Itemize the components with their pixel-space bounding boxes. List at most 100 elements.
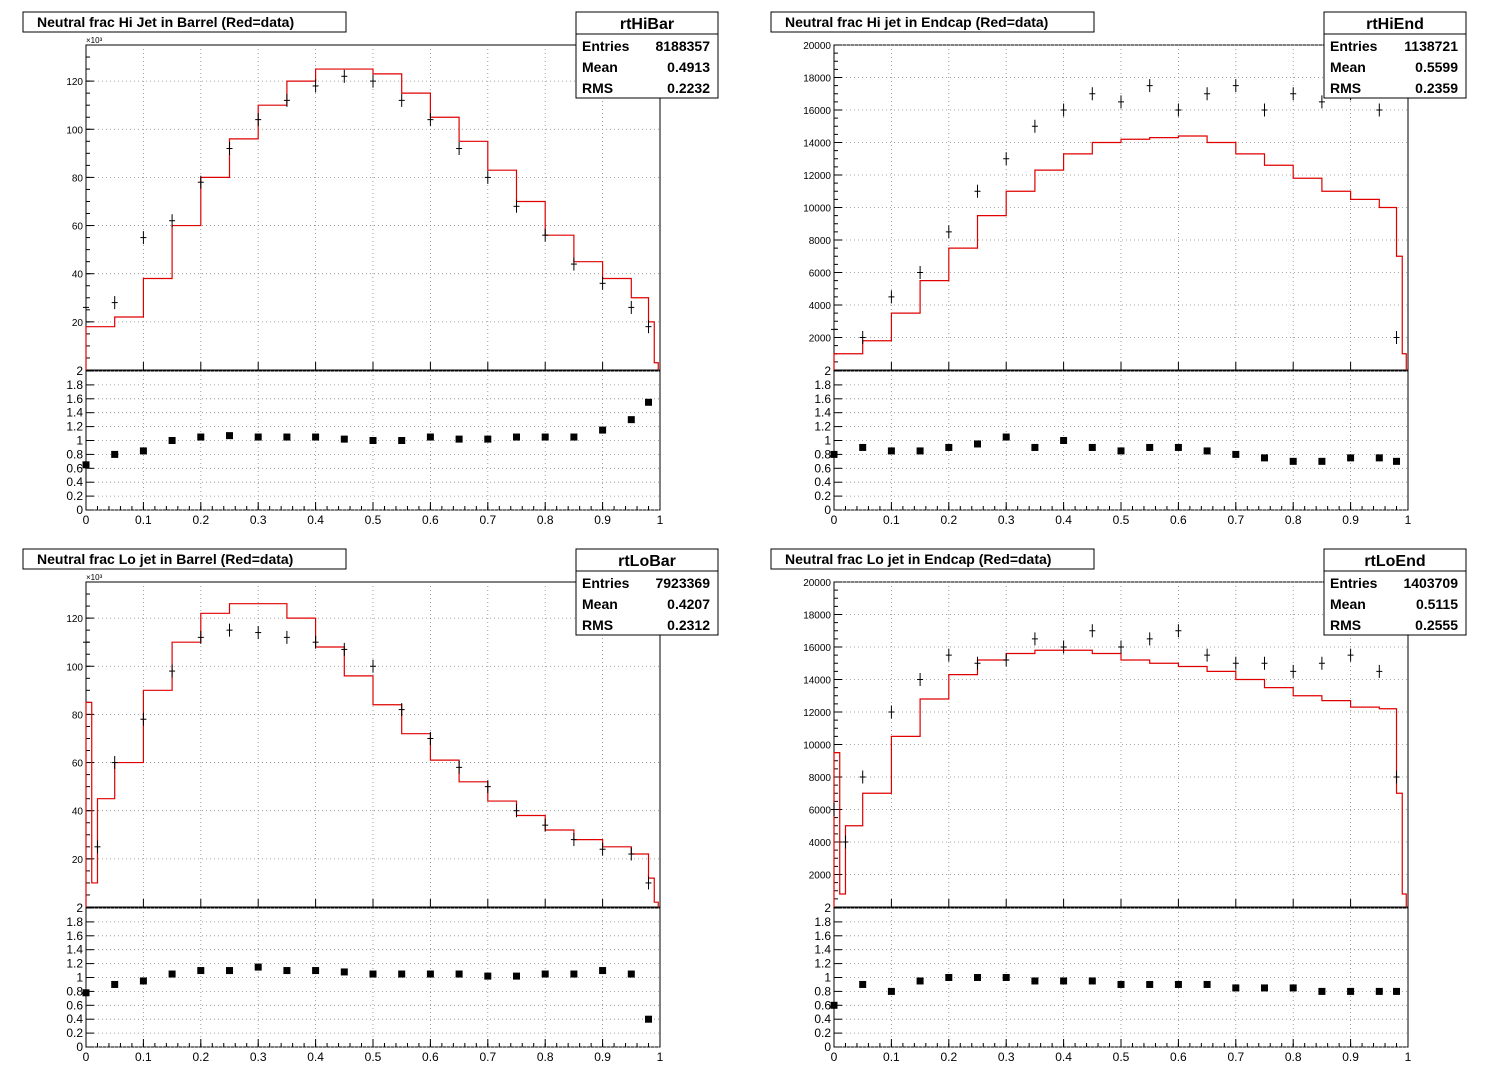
ratio-point	[570, 433, 578, 441]
y-tick-label: 14000	[803, 139, 831, 150]
x-tick-label: 0.7	[1227, 1050, 1244, 1064]
x-tick-label: 0.2	[940, 1050, 957, 1064]
x-tick-label: 0.1	[135, 513, 152, 527]
ratio-point	[945, 443, 953, 451]
ratio-point	[1261, 984, 1268, 992]
ratio-tick-label: 1.2	[814, 957, 831, 971]
ratio-tick-label: 0.6	[66, 461, 83, 475]
y-tick-label: 10000	[803, 204, 831, 215]
ratio-point	[168, 437, 176, 444]
ratio-point	[513, 433, 520, 441]
ratio-point	[570, 970, 578, 978]
y-tick-label: 6000	[809, 269, 832, 280]
stats-value: 0.2555	[1415, 617, 1458, 633]
ratio-point	[484, 435, 492, 443]
title-text: Neutral frac Lo jet in Endcap (Red=data)	[785, 551, 1051, 567]
main-plot-frame	[85, 44, 661, 371]
ratio-point	[139, 977, 147, 985]
x-tick-label: 0	[83, 513, 90, 527]
ratio-tick-label: 0.6	[814, 998, 831, 1012]
ratio-point	[1117, 447, 1125, 455]
ratio-point	[283, 967, 291, 975]
x-tick-label: 0	[83, 1050, 90, 1064]
x-tick-label: 0.1	[135, 1050, 152, 1064]
ratio-tick-label: 2	[76, 901, 83, 915]
x-tick-label: 0	[831, 513, 838, 527]
stats-value: 8188357	[655, 38, 710, 54]
stats-value: 0.2359	[1415, 80, 1458, 96]
ratio-point	[1174, 443, 1182, 451]
y-tick-label: 60	[72, 222, 84, 233]
x-tick-label: 0.1	[883, 1050, 900, 1064]
y-tick-label: 18000	[803, 74, 831, 85]
stats-frame	[575, 11, 719, 99]
ratio-tick-label: 0.6	[66, 998, 83, 1012]
ratio-point	[312, 967, 320, 975]
ratio-tick-label: 1.4	[814, 406, 831, 420]
chart-panel-1: 2040608010012000.20.40.60.811.21.41.61.8…	[22, 11, 719, 527]
title-box	[770, 548, 1095, 570]
stats-label: Entries	[1330, 38, 1378, 54]
ratio-point	[1203, 447, 1211, 455]
x-tick-label: 0.2	[192, 1050, 209, 1064]
y-tick-label: 40	[72, 807, 84, 818]
ratio-point	[1375, 454, 1383, 462]
ratio-tick-label: 0.2	[66, 489, 83, 503]
stats-label: Mean	[582, 59, 618, 75]
ratio-point	[1318, 457, 1326, 465]
y-tick-label: 120	[66, 614, 83, 625]
y-tick-label: 16000	[803, 643, 831, 654]
title-box	[22, 11, 347, 33]
y-tick-label: 12000	[803, 708, 831, 719]
y-exponent-label: ×10³	[86, 36, 103, 45]
ratio-tick-label: 0	[824, 1040, 831, 1054]
chart-panel-3: 2040608010012000.20.40.60.811.21.41.61.8…	[22, 548, 719, 1064]
y-tick-label: 10000	[803, 741, 831, 752]
y-tick-label: 6000	[809, 806, 832, 817]
ratio-point	[945, 974, 953, 981]
ratio-tick-label: 1	[824, 971, 831, 985]
ratio-point	[369, 970, 377, 978]
y-tick-label: 120	[66, 77, 83, 88]
ratio-point	[887, 447, 895, 455]
stats-name: rtLoEnd	[1364, 553, 1425, 570]
ratio-tick-label: 1.2	[66, 420, 83, 434]
chart-panel-2: 2000 4000 6000 8000 10000 12000 14000 16000 1800…	[770, 11, 1467, 527]
y-tick-label: 100	[66, 125, 83, 136]
main-plot-frame	[833, 581, 1409, 908]
ratio-tick-label: 0	[76, 503, 83, 517]
y-tick-label: 8000	[809, 236, 832, 247]
stats-frame	[1323, 548, 1467, 636]
stats-label: Entries	[582, 575, 630, 591]
ratio-point	[916, 447, 924, 455]
ratio-tick-label: 1	[76, 971, 83, 985]
ratio-point	[254, 433, 262, 441]
ratio-point	[974, 974, 981, 981]
y-tick-label: 12000	[803, 171, 831, 182]
ratio-point	[312, 433, 320, 441]
ratio-point	[426, 970, 434, 978]
y-tick-label: 40	[72, 270, 84, 281]
ratio-point	[1232, 984, 1240, 992]
y-tick-label: 16000	[803, 106, 831, 117]
ratio-point	[197, 433, 205, 441]
x-tick-label: 0.1	[883, 513, 900, 527]
x-tick-label: 0	[831, 1050, 838, 1064]
stats-label: RMS	[1330, 80, 1361, 96]
ratio-tick-label: 0.4	[66, 1012, 83, 1026]
ratio-point	[627, 416, 635, 424]
ratio-point	[1031, 977, 1039, 985]
x-tick-label: 0.9	[1342, 1050, 1359, 1064]
ratio-point	[1393, 987, 1401, 995]
ratio-point	[974, 440, 981, 448]
x-tick-label: 0.4	[307, 1050, 324, 1064]
ratio-point	[82, 461, 90, 469]
ratio-point	[1060, 437, 1068, 444]
chart-title: Neutral frac Lo jet in Barrel (Red=data)	[22, 548, 347, 570]
stats-label: Entries	[1330, 575, 1378, 591]
x-tick-label: 0.7	[479, 1050, 496, 1064]
ratio-point	[1002, 433, 1010, 441]
y-tick-label: 2000	[809, 334, 832, 345]
stats-value: 1403709	[1403, 575, 1458, 591]
x-tick-label: 1	[1405, 1050, 1412, 1064]
